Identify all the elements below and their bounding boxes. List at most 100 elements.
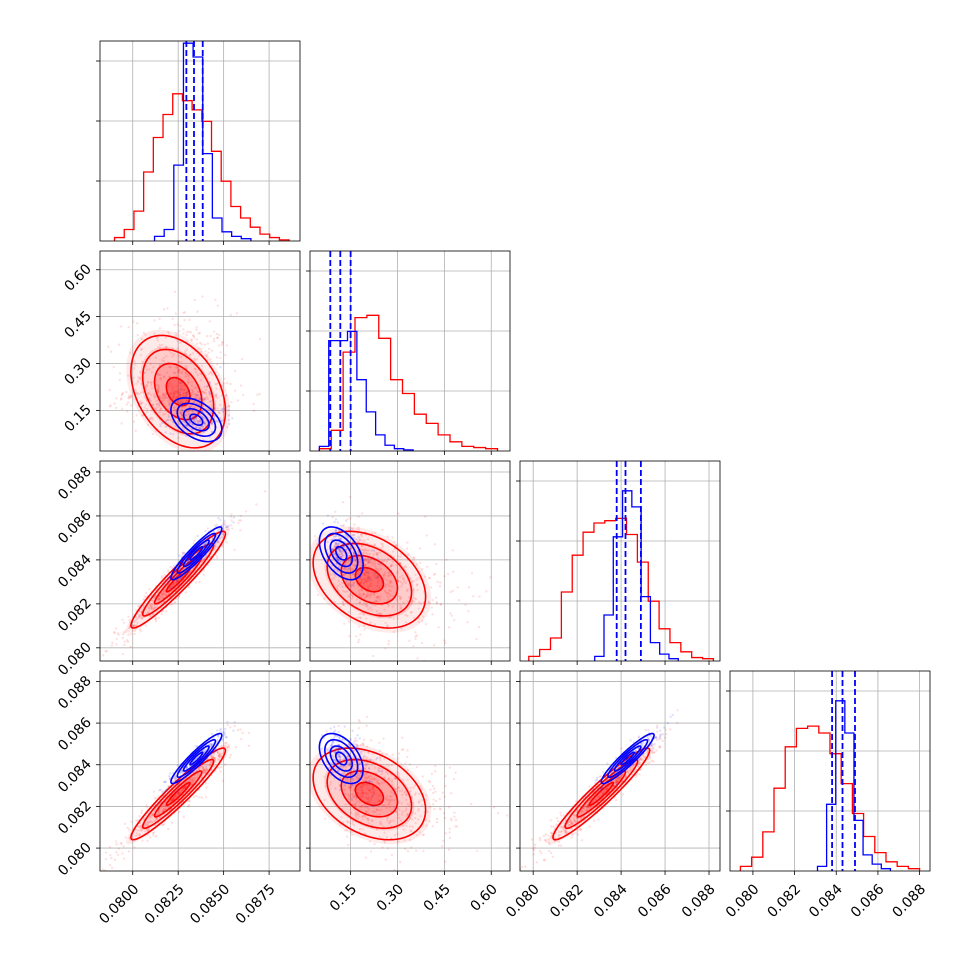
x-tick-label-0-2: 0.0850 bbox=[187, 881, 233, 927]
scatter-1-0-series-0 bbox=[107, 290, 262, 442]
y-tick-label-3-3: 0.086 bbox=[55, 715, 95, 755]
y-tick-label-1-3: 0.60 bbox=[61, 261, 94, 294]
contour-2-0-series-1-1 bbox=[176, 532, 217, 574]
hist-3-series-1 bbox=[816, 700, 892, 871]
y-tick-label-2-4: 0.088 bbox=[55, 464, 95, 504]
panel-frame-3-2 bbox=[519, 670, 721, 872]
panel-3-0 bbox=[96, 670, 301, 875]
y-tick-label-1-1: 0.30 bbox=[61, 355, 94, 388]
density-3-2-3 bbox=[589, 782, 614, 806]
x-tick-label-0-1: 0.0825 bbox=[142, 881, 188, 927]
density-3-1-3 bbox=[355, 782, 384, 806]
x-tick-label-2-2: 0.084 bbox=[591, 881, 631, 921]
density-2-1-0 bbox=[310, 526, 432, 633]
contour-1-0-series-1-2 bbox=[182, 408, 210, 432]
contour-2-1-series-1-1 bbox=[324, 532, 359, 574]
contour-2-0-series-1-3 bbox=[189, 545, 204, 561]
panel-2-1 bbox=[306, 460, 511, 665]
x-tick-label-0-3: 0.0875 bbox=[233, 881, 279, 927]
x-tick-label-1-0: 0.15 bbox=[327, 881, 360, 914]
panel-1-1 bbox=[306, 250, 511, 455]
contour-2-1-series-0-3 bbox=[354, 566, 385, 593]
panel-0-0 bbox=[96, 40, 301, 245]
contour-3-1-series-0-2 bbox=[340, 770, 399, 818]
y-tick-label-1-0: 0.15 bbox=[61, 402, 94, 435]
panel-frame-1-1 bbox=[309, 250, 511, 452]
contour-2-0-series-0-2 bbox=[153, 554, 203, 605]
panel-frame-2-2 bbox=[519, 460, 721, 662]
density-3-0-0 bbox=[126, 743, 231, 845]
panel-frame-2-0 bbox=[99, 460, 301, 662]
contour-2-0-series-1-2 bbox=[182, 539, 210, 568]
contour-3-0-series-0-3 bbox=[165, 781, 191, 807]
contour-3-0-series-1-1 bbox=[176, 738, 217, 779]
contour-2-1-series-0-0 bbox=[312, 530, 427, 629]
contour-3-1-series-0-1 bbox=[326, 758, 413, 830]
hist-2-series-1 bbox=[594, 490, 679, 661]
panel-frame-2-1 bbox=[309, 460, 511, 662]
contour-3-2-series-0-3 bbox=[588, 781, 615, 807]
contour-3-0-series-0-2 bbox=[153, 770, 203, 818]
contour-1-0-series-1-1 bbox=[176, 402, 217, 437]
contour-3-0-series-1-0 bbox=[170, 732, 223, 785]
contour-3-2-series-0-2 bbox=[576, 770, 627, 818]
x-tick-label-3-3: 0.086 bbox=[848, 881, 888, 921]
contour-2-1-series-1-0 bbox=[318, 526, 364, 581]
x-tick-label-2-1: 0.082 bbox=[547, 881, 587, 921]
contour-2-1-series-1-3 bbox=[334, 545, 348, 561]
x-tick-label-3-0: 0.080 bbox=[723, 881, 763, 921]
density-3-0-3 bbox=[166, 782, 190, 806]
contour-2-0-series-0-1 bbox=[141, 542, 215, 617]
density-3-0-1 bbox=[140, 757, 216, 831]
contour-3-2-series-0-1 bbox=[564, 758, 639, 830]
contour-3-2-series-1-1 bbox=[607, 738, 649, 779]
hist-2-series-0 bbox=[528, 517, 715, 661]
panel-1-0 bbox=[96, 250, 301, 455]
contour-1-0-series-1-3 bbox=[189, 413, 204, 427]
contour-3-1-series-1-3 bbox=[334, 751, 348, 766]
x-tick-label-1-2: 0.45 bbox=[421, 881, 454, 914]
panel-3-2 bbox=[516, 670, 721, 875]
x-tick-label-2-0: 0.080 bbox=[503, 881, 543, 921]
x-tick-label-2-3: 0.086 bbox=[635, 881, 675, 921]
panel-3-1 bbox=[306, 670, 511, 875]
density-2-1-3 bbox=[355, 567, 384, 592]
contour-3-2-series-1-2 bbox=[613, 745, 642, 772]
density-3-2-1 bbox=[562, 757, 640, 831]
contour-1-0-series-0-1 bbox=[141, 348, 215, 435]
contour-2-1-series-1-2 bbox=[329, 539, 353, 568]
y-tick-label-2-0: 0.080 bbox=[55, 639, 95, 679]
panel-frame-0-0 bbox=[99, 40, 301, 242]
panel-3-3 bbox=[726, 670, 931, 875]
hist-1-series-0 bbox=[318, 314, 499, 451]
panel-2-0 bbox=[96, 460, 301, 665]
y-tick-label-2-2: 0.084 bbox=[55, 551, 95, 591]
contour-1-0-series-0-0 bbox=[130, 334, 227, 449]
y-tick-label-1-2: 0.45 bbox=[61, 308, 94, 341]
density-3-2-0 bbox=[548, 743, 655, 845]
contour-3-0-series-1-2 bbox=[182, 745, 210, 772]
contour-2-1-series-0-1 bbox=[326, 542, 413, 617]
x-tick-label-3-4: 0.088 bbox=[890, 881, 930, 921]
hist-1-series-1 bbox=[318, 330, 414, 451]
hist-0-series-0 bbox=[113, 93, 290, 241]
contour-3-1-series-1-1 bbox=[324, 738, 359, 779]
contour-3-0-series-1-3 bbox=[189, 751, 204, 766]
density-1-0-2 bbox=[154, 363, 202, 420]
panel-frame-3-3 bbox=[729, 670, 931, 872]
contour-3-1-series-0-3 bbox=[354, 781, 385, 807]
contour-3-2-series-1-0 bbox=[600, 732, 655, 785]
y-tick-label-2-1: 0.082 bbox=[55, 595, 95, 635]
density-1-0-0 bbox=[126, 329, 231, 451]
y-tick-label-3-4: 0.088 bbox=[55, 673, 95, 713]
y-tick-label-3-0: 0.080 bbox=[55, 840, 95, 880]
panel-frame-3-0 bbox=[99, 670, 301, 872]
contour-1-0-series-1-0 bbox=[170, 397, 223, 443]
contour-3-1-series-0-0 bbox=[312, 747, 427, 841]
density-2-1-2 bbox=[341, 555, 398, 604]
y-tick-label-3-1: 0.082 bbox=[55, 798, 95, 838]
x-tick-label-3-1: 0.082 bbox=[765, 881, 805, 921]
panel-frame-1-0 bbox=[99, 250, 301, 452]
contour-2-0-series-1-0 bbox=[170, 526, 223, 581]
